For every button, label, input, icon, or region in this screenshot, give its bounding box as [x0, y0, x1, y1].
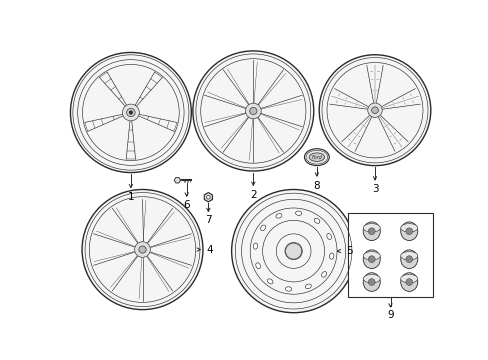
Text: 7: 7: [204, 215, 211, 225]
Ellipse shape: [260, 225, 265, 231]
Text: 5: 5: [346, 246, 352, 256]
Ellipse shape: [363, 224, 380, 232]
Text: 9: 9: [386, 310, 393, 320]
Text: 4: 4: [206, 244, 213, 255]
Ellipse shape: [400, 222, 417, 240]
Circle shape: [192, 51, 313, 171]
Circle shape: [122, 104, 139, 121]
Ellipse shape: [363, 252, 380, 260]
Text: Ford: Ford: [311, 155, 322, 159]
Circle shape: [245, 103, 261, 119]
Ellipse shape: [285, 287, 291, 291]
Circle shape: [371, 107, 378, 113]
Ellipse shape: [314, 218, 319, 223]
Circle shape: [405, 228, 412, 235]
Circle shape: [367, 256, 374, 262]
Circle shape: [367, 228, 374, 235]
Ellipse shape: [305, 284, 311, 289]
Ellipse shape: [363, 250, 380, 269]
Circle shape: [405, 279, 412, 285]
Ellipse shape: [400, 274, 417, 283]
Ellipse shape: [255, 263, 260, 269]
Text: 6: 6: [183, 200, 190, 210]
Circle shape: [126, 108, 135, 117]
Circle shape: [319, 55, 430, 166]
Text: 1: 1: [127, 192, 134, 202]
Ellipse shape: [363, 273, 380, 291]
Ellipse shape: [275, 213, 281, 218]
Ellipse shape: [400, 273, 417, 291]
Circle shape: [285, 243, 301, 259]
Circle shape: [70, 53, 191, 172]
Text: 2: 2: [249, 190, 256, 200]
Circle shape: [134, 242, 150, 257]
Circle shape: [129, 111, 132, 114]
Circle shape: [231, 189, 355, 313]
Text: 8: 8: [313, 181, 320, 191]
Ellipse shape: [400, 224, 417, 232]
Bar: [347, 213, 432, 297]
Circle shape: [367, 279, 374, 285]
Ellipse shape: [253, 243, 257, 249]
Polygon shape: [174, 177, 180, 183]
Text: 3: 3: [371, 184, 378, 194]
Circle shape: [139, 246, 146, 253]
Ellipse shape: [329, 253, 333, 259]
Ellipse shape: [400, 250, 417, 269]
Circle shape: [206, 195, 210, 199]
Ellipse shape: [321, 271, 326, 277]
Ellipse shape: [363, 222, 380, 240]
Circle shape: [367, 103, 382, 117]
Ellipse shape: [304, 149, 328, 166]
Ellipse shape: [295, 211, 301, 215]
Ellipse shape: [308, 153, 324, 161]
Ellipse shape: [267, 279, 272, 284]
Circle shape: [249, 107, 256, 114]
Ellipse shape: [400, 252, 417, 260]
Ellipse shape: [326, 234, 331, 239]
Polygon shape: [204, 193, 212, 202]
Circle shape: [405, 256, 412, 262]
Circle shape: [82, 189, 203, 310]
Ellipse shape: [363, 274, 380, 283]
